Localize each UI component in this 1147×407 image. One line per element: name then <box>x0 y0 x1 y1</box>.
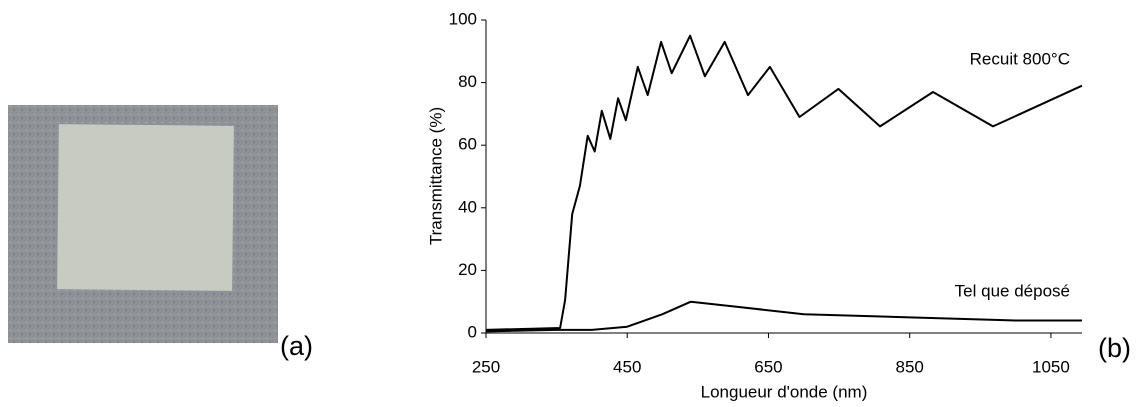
x-tick-label: 1050 <box>1032 357 1070 376</box>
line <box>485 300 1082 333</box>
line <box>485 34 1083 331</box>
y-tick-label: 0 <box>468 322 477 341</box>
y-tick-label: 60 <box>458 135 477 154</box>
y-tick-label: 100 <box>449 9 477 28</box>
y-tick-label: 20 <box>458 260 477 279</box>
x-tick-label: 850 <box>896 357 924 376</box>
x-tick-label: 250 <box>472 357 500 376</box>
y-tick-label: 40 <box>458 197 477 216</box>
x-axis-title: Longueur d'onde (nm) <box>701 382 868 401</box>
x-tick-label: 650 <box>754 357 782 376</box>
y-tick-label: 80 <box>458 72 477 91</box>
panel-label: (a) <box>280 331 313 361</box>
y-axis-title: Transmittance (%) <box>426 107 445 245</box>
series-label: Recuit 800°C <box>970 49 1070 68</box>
photo <box>8 105 278 343</box>
series-label: Tel que déposé <box>955 281 1070 300</box>
x-tick-label: 450 <box>613 357 641 376</box>
panel-label: (b) <box>1098 333 1131 363</box>
